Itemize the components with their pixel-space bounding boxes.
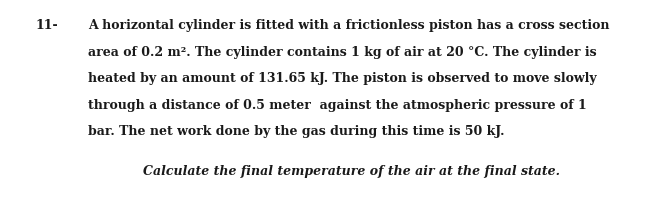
Text: 11-: 11- (36, 20, 59, 32)
Text: through a distance of 0.5 meter  against the atmospheric pressure of 1: through a distance of 0.5 meter against … (88, 99, 587, 112)
Text: area of 0.2 m². The cylinder contains 1 kg of air at 20 °C. The cylinder is: area of 0.2 m². The cylinder contains 1 … (88, 46, 596, 59)
Text: Calculate the final temperature of the air at the final state.: Calculate the final temperature of the a… (143, 165, 561, 178)
Text: heated by an amount of 131.65 kJ. The piston is observed to move slowly: heated by an amount of 131.65 kJ. The pi… (88, 72, 596, 85)
Text: bar. The net work done by the gas during this time is 50 kJ.: bar. The net work done by the gas during… (88, 125, 505, 138)
Text: A horizontal cylinder is fitted with a frictionless piston has a cross section: A horizontal cylinder is fitted with a f… (88, 20, 609, 32)
